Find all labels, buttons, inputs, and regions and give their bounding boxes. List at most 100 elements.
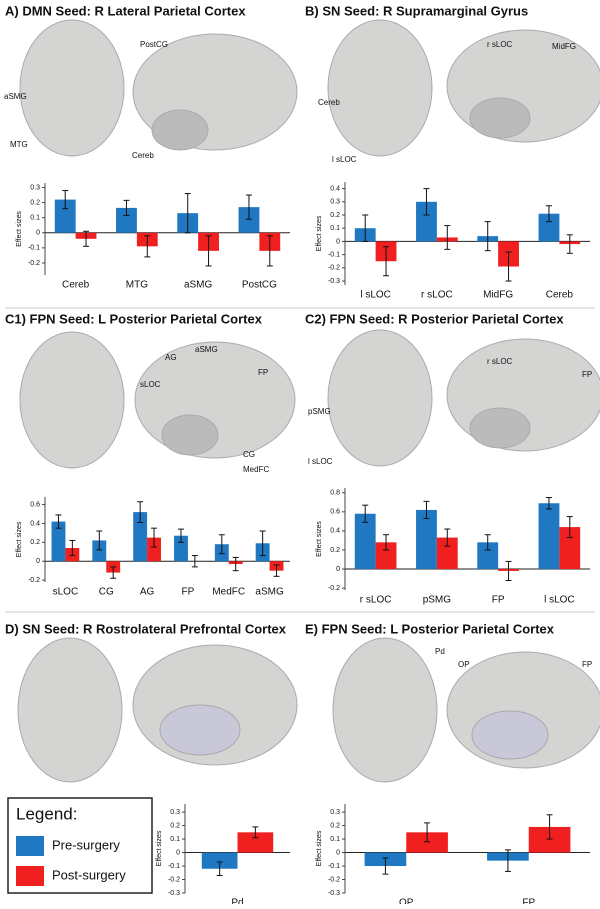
bar (538, 503, 560, 570)
y-tick-label: 0.2 (170, 822, 180, 829)
x-tick-label: MTG (126, 280, 148, 291)
bar (133, 512, 148, 562)
y-tick-label: 0.3 (330, 199, 340, 206)
bar (237, 832, 274, 853)
brain-label: Cereb (132, 151, 154, 160)
panel-title: A) DMN Seed: R Lateral Parietal Cortex (5, 3, 246, 18)
panel-title: C1) FPN Seed: L Posterior Parietal Corte… (5, 311, 263, 326)
legend-label: Post-surgery (52, 867, 126, 882)
brain-label: CG (243, 450, 255, 459)
brain-label: l sLOC (332, 155, 357, 164)
x-tick-label: pSMG (423, 595, 452, 606)
legend-swatch (16, 836, 44, 856)
x-tick-label: FP (182, 587, 195, 598)
panel-title: B) SN Seed: R Supramarginal Gyrus (305, 3, 528, 18)
y-tick-label: 0.8 (330, 490, 340, 497)
y-axis-label: Effect sizes (316, 215, 323, 251)
x-tick-label: FP (522, 898, 535, 904)
y-tick-label: 0.2 (30, 539, 40, 546)
y-tick-label: 0.2 (330, 212, 340, 219)
legend-title: Legend: (16, 804, 77, 823)
bar (538, 213, 560, 242)
x-tick-label: Cereb (62, 280, 90, 291)
brain-label: AG (165, 353, 177, 362)
bar (201, 852, 238, 869)
panel-title: E) FPN Seed: L Posterior Parietal Cortex (305, 621, 555, 636)
x-tick-label: r sLOC (360, 595, 392, 606)
brain-label: MTG (10, 140, 28, 149)
bar (375, 542, 397, 570)
y-axis-label: Effect sizes (156, 830, 163, 866)
y-tick-label: 0.3 (170, 809, 180, 816)
x-tick-label: OP (399, 898, 414, 904)
y-tick-label: 0.3 (30, 184, 40, 191)
y-tick-label: -0.3 (168, 890, 180, 897)
x-tick-label: Cereb (546, 290, 574, 301)
y-tick-label: 0.2 (330, 547, 340, 554)
y-tick-label: -0.2 (168, 876, 180, 883)
brain-label: l sLOC (308, 457, 333, 466)
y-tick-label: 0.6 (30, 501, 40, 508)
y-tick-label: 0.4 (30, 520, 40, 527)
x-tick-label: aSMG (255, 587, 284, 598)
bar (406, 832, 448, 853)
y-tick-label: 0.1 (330, 836, 340, 843)
brain-label: FP (582, 370, 592, 379)
y-tick-label: -0.1 (328, 251, 340, 258)
y-tick-label: -0.2 (28, 577, 40, 584)
x-tick-label: PostCG (242, 280, 277, 291)
y-tick-label: 0.4 (330, 185, 340, 192)
legend-swatch (16, 866, 44, 886)
bar (477, 542, 499, 570)
brain-label: aSMG (195, 345, 218, 354)
x-tick-label: aSMG (184, 280, 213, 291)
y-tick-label: -0.2 (28, 260, 40, 267)
x-tick-label: l sLOC (544, 595, 575, 606)
brain-label: Cereb (318, 98, 340, 107)
x-tick-label: MidFG (483, 290, 513, 301)
brains (17, 19, 600, 783)
y-tick-label: 0.6 (330, 509, 340, 516)
y-tick-label: -0.1 (168, 863, 180, 870)
legend-label: Pre-surgery (52, 837, 120, 852)
bar (354, 513, 376, 570)
brain-label: FP (582, 660, 592, 669)
bar (116, 207, 137, 233)
y-tick-label: 0.1 (30, 215, 40, 222)
brain-label: sLOC (140, 380, 161, 389)
y-tick-label: -0.2 (328, 265, 340, 272)
x-tick-label: sLOC (53, 587, 79, 598)
y-tick-label: 0 (36, 230, 40, 237)
brain-label: MidFG (552, 42, 576, 51)
y-tick-label: 0 (336, 238, 340, 245)
bar (436, 537, 458, 570)
y-tick-label: -0.1 (328, 863, 340, 870)
y-tick-label: 0.2 (330, 822, 340, 829)
y-axis-label: Effect sizes (316, 521, 323, 557)
y-tick-label: -0.3 (328, 278, 340, 285)
y-tick-label: 0.3 (330, 809, 340, 816)
brain-label: PostCG (140, 40, 168, 49)
y-tick-label: -0.2 (328, 585, 340, 592)
y-tick-label: 0 (36, 558, 40, 565)
y-axis-label: Effect sizes (16, 521, 23, 557)
bar (559, 527, 581, 570)
y-tick-label: 0 (176, 849, 180, 856)
y-axis-label: Effect sizes (316, 830, 323, 866)
bar (54, 199, 76, 233)
x-tick-label: Pd (231, 898, 243, 904)
brain-label: Pd (435, 647, 445, 656)
y-tick-label: -0.2 (328, 876, 340, 883)
brain-label: OP (458, 660, 470, 669)
x-tick-label: r sLOC (421, 290, 453, 301)
brain-label: aSMG (4, 92, 27, 101)
bar (51, 521, 66, 562)
brain-label: r sLOC (487, 40, 513, 49)
y-tick-label: 0 (336, 566, 340, 573)
bar (92, 540, 107, 562)
panel-title: C2) FPN Seed: R Posterior Parietal Corte… (305, 311, 564, 326)
y-tick-label: 0.1 (170, 836, 180, 843)
x-tick-label: MedFC (212, 587, 245, 598)
y-tick-label: 0 (336, 849, 340, 856)
x-tick-label: AG (140, 587, 155, 598)
